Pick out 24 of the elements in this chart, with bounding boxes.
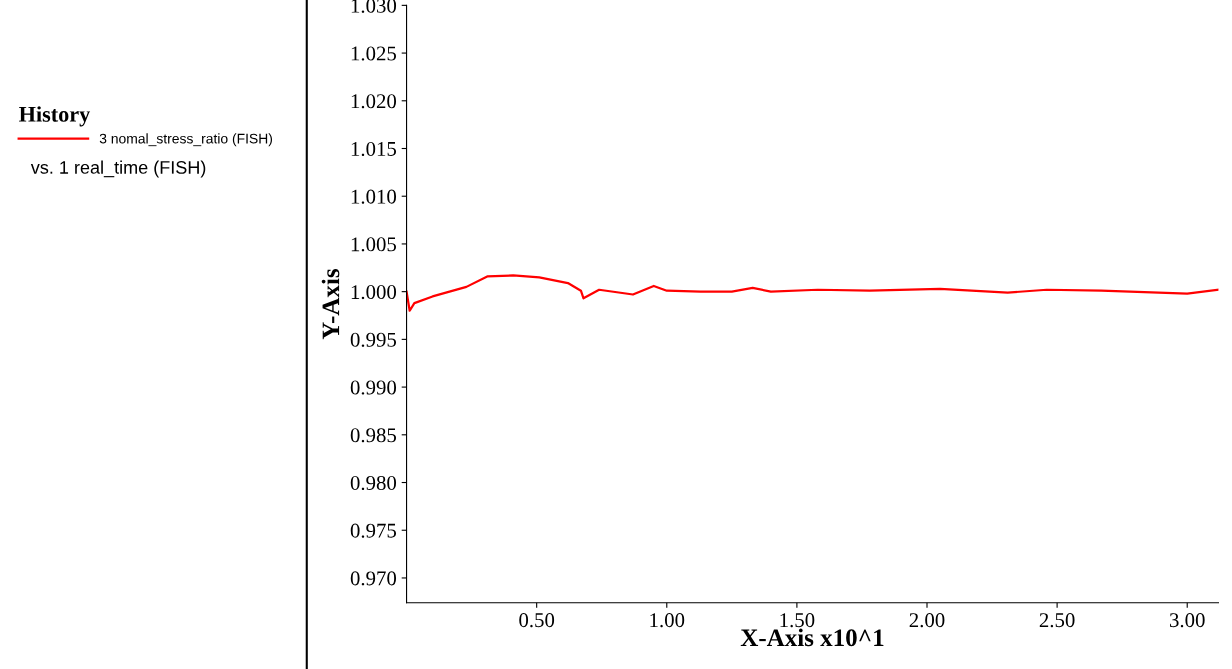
x-axis-title: X-Axis x10^1 [740, 628, 884, 647]
y-axis-title: Y-Axis [321, 269, 340, 340]
y-tick-label: 0.970 [350, 571, 397, 586]
y-tick-label: 1.000 [351, 285, 397, 300]
y-tick-label: 0.985 [350, 428, 397, 443]
x-tick-label: 1.50 [780, 613, 815, 628]
x-tick-label: 2.50 [1039, 613, 1075, 628]
x-tick-label: 0.50 [519, 613, 555, 628]
y-tick-label: 0.990 [350, 380, 397, 395]
text: vs. 1 real_time (FISH) [30, 160, 206, 178]
line-series [406, 274, 1219, 312]
y-tick-label: 0.980 [350, 475, 397, 491]
y-tick-label: 1.015 [351, 141, 397, 157]
y-tick-label: 0.995 [350, 332, 397, 347]
legend-title: History [19, 106, 91, 127]
y-tick-label: 1.025 [351, 46, 397, 61]
y-tick-label: 1.020 [351, 94, 397, 109]
x-tick-label: 2.00 [909, 613, 945, 628]
x-tick-label: 3.00 [1169, 613, 1205, 628]
y-tick-label: 1.010 [351, 189, 397, 204]
y-tick-label: 1.005 [351, 237, 397, 252]
y-tick-label: 0.975 [350, 523, 397, 538]
x-tick-label: 1.00 [650, 613, 685, 628]
legend-label: 3 nomal_stress_ratio (FISH) [99, 133, 273, 147]
